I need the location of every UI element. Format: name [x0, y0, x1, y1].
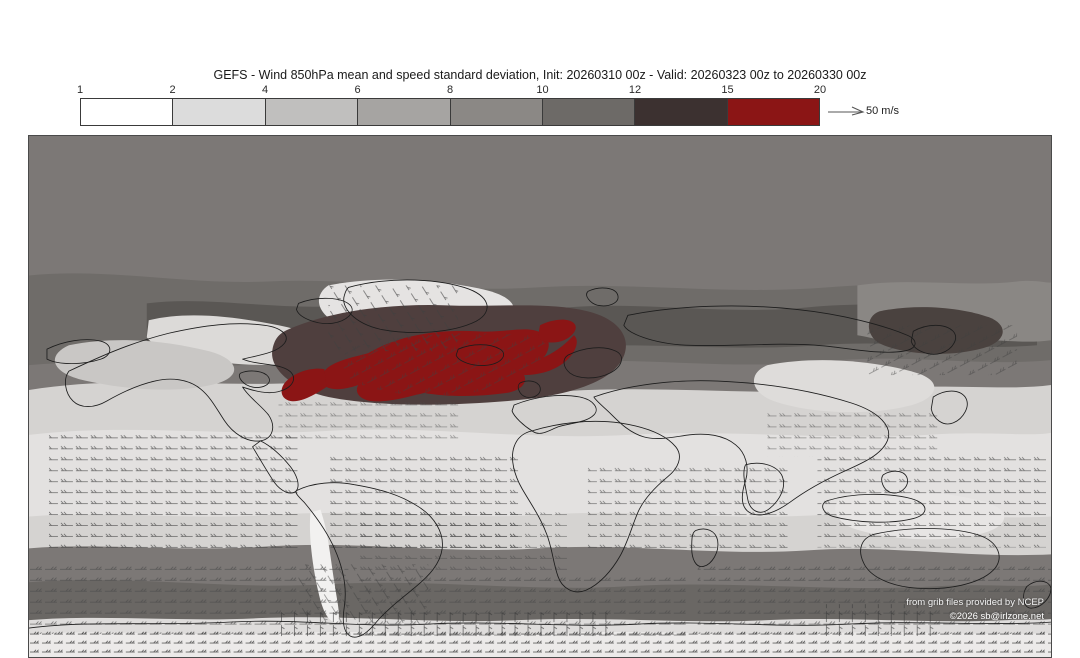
coast-africa — [512, 420, 680, 593]
colorbar-segments — [80, 98, 820, 126]
coast-north-america — [65, 323, 294, 442]
colorbar-tick-3: 6 — [354, 84, 361, 96]
wind-scale-label: 50 m/s — [866, 105, 900, 117]
colorbar-tick-0: 1 — [76, 84, 84, 96]
coast-kamchatka — [910, 324, 956, 355]
barbs-n-atlantic-s — [278, 398, 459, 443]
barbs-eurasia — [767, 406, 938, 457]
coast-philippines — [881, 470, 908, 494]
coast-indonesia — [822, 493, 926, 523]
coast-scandinavia — [563, 347, 622, 379]
colorbar-tick-7: 15 — [721, 84, 734, 96]
world-map[interactable] — [28, 135, 1052, 658]
coast-south-america — [295, 482, 443, 638]
colorbar-segment-8 — [727, 99, 819, 125]
colorbar-tick-1: 2 — [169, 84, 176, 96]
colorbar-segment-7 — [635, 99, 728, 125]
coastlines — [29, 279, 1051, 638]
coast-newzealand — [1023, 580, 1051, 609]
coast-japan — [930, 390, 968, 425]
coast-uk — [517, 380, 541, 398]
barbs-tropical-pacific — [48, 434, 299, 555]
barbs-se-pacific — [298, 564, 429, 625]
coast-antarctica — [29, 620, 1051, 629]
coast-europe — [511, 395, 597, 434]
coast-asia — [593, 380, 890, 516]
barbs-nw-pacific — [867, 325, 1018, 376]
barbs-tropical-wpacific — [817, 452, 1048, 548]
colorbar-tick-8: 20 — [813, 84, 827, 96]
colorbar-segment-5 — [450, 99, 543, 125]
coast-australia — [860, 528, 1000, 590]
coast-alaska — [46, 339, 111, 365]
coast-siberia-north — [623, 305, 916, 353]
colorbar-segment-6 — [542, 99, 636, 125]
colorbar-segment-4 — [358, 99, 451, 125]
colorbar-segment-1 — [81, 99, 174, 125]
colorbar-tick-labels: 1 2 4 6 8 10 12 15 20 — [76, 84, 826, 98]
barbs-sa-east — [358, 512, 568, 573]
wind-arrow-icon — [828, 106, 865, 116]
colorbar-tick-4: 8 — [446, 84, 454, 96]
coast-svalbard — [586, 287, 619, 307]
colorbar-segment-2 — [173, 99, 266, 125]
barbs-tropical-indian — [587, 464, 788, 555]
coast-greenland — [343, 279, 488, 333]
stddev-red-lobe-south — [281, 368, 327, 402]
map-layers — [29, 136, 1051, 657]
map-canvas — [29, 136, 1051, 657]
barbs-antarctic-coast-2 — [817, 604, 938, 637]
coast-great-lakes — [238, 370, 270, 388]
stddev-red-tip-ne — [538, 319, 576, 343]
wind-scale-legend: 50 m/s — [828, 103, 978, 123]
stddev-patch-ne-pacific — [54, 340, 235, 390]
colorbar-tick-6: 12 — [628, 84, 642, 96]
page-title: GEFS - Wind 850hPa mean and speed standa… — [213, 68, 867, 82]
coast-madagascar — [691, 528, 719, 567]
coast-india — [743, 462, 785, 513]
wind-barb-layer — [29, 285, 1051, 657]
colorbar-segment-3 — [265, 99, 359, 125]
coast-iceland — [455, 344, 504, 366]
colorbar — [80, 98, 820, 126]
colorbar-tick-2: 4 — [261, 84, 269, 96]
barbs-greenland — [328, 285, 459, 352]
coast-baffin — [296, 297, 353, 325]
colorbar-tick-5: 10 — [536, 84, 549, 96]
